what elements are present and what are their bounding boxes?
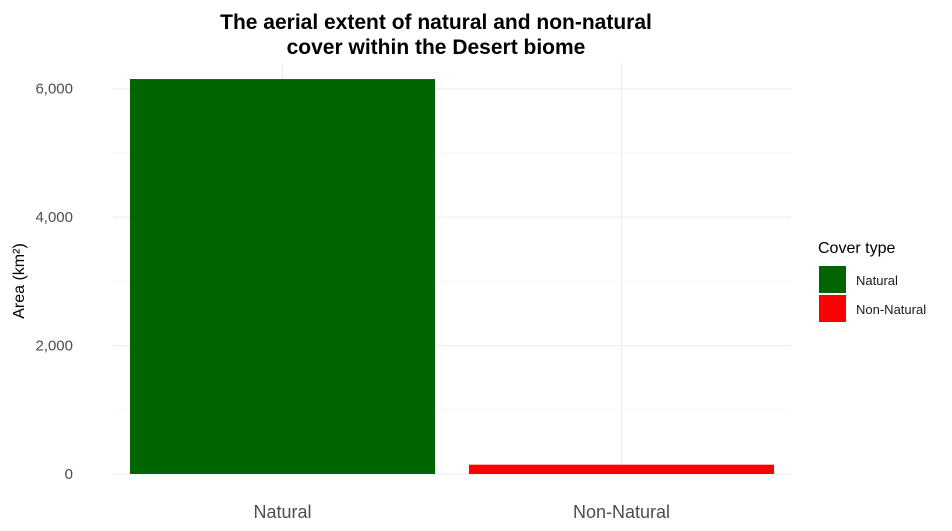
legend-title: Cover type [818,240,895,257]
y-tick-label: 6,000 [35,81,73,98]
y-tick-label: 0 [65,466,73,483]
legend-label-non-natural: Non-Natural [856,302,926,317]
bar-natural [129,79,436,474]
x-axis-ticks: Natural Non-Natural [253,502,670,522]
x-tick-label: Non-Natural [573,502,670,522]
x-tick-label: Natural [253,502,311,522]
legend-swatch-non-natural [819,295,846,322]
chart-title-line-2: cover within the Desert biome [287,36,586,59]
chart-title-line-1: The aerial extent of natural and non-nat… [220,11,652,34]
y-tick-label: 4,000 [35,209,73,226]
bars [129,79,775,474]
y-axis-label: Area (km²) [11,243,28,319]
legend: Cover type Natural Non-Natural [818,240,926,322]
legend-label-natural: Natural [856,273,898,288]
bar-non-natural [468,464,775,474]
y-tick-label: 2,000 [35,338,73,355]
legend-swatch-natural [819,266,846,293]
y-axis-ticks: 0 2,000 4,000 6,000 [35,81,73,483]
